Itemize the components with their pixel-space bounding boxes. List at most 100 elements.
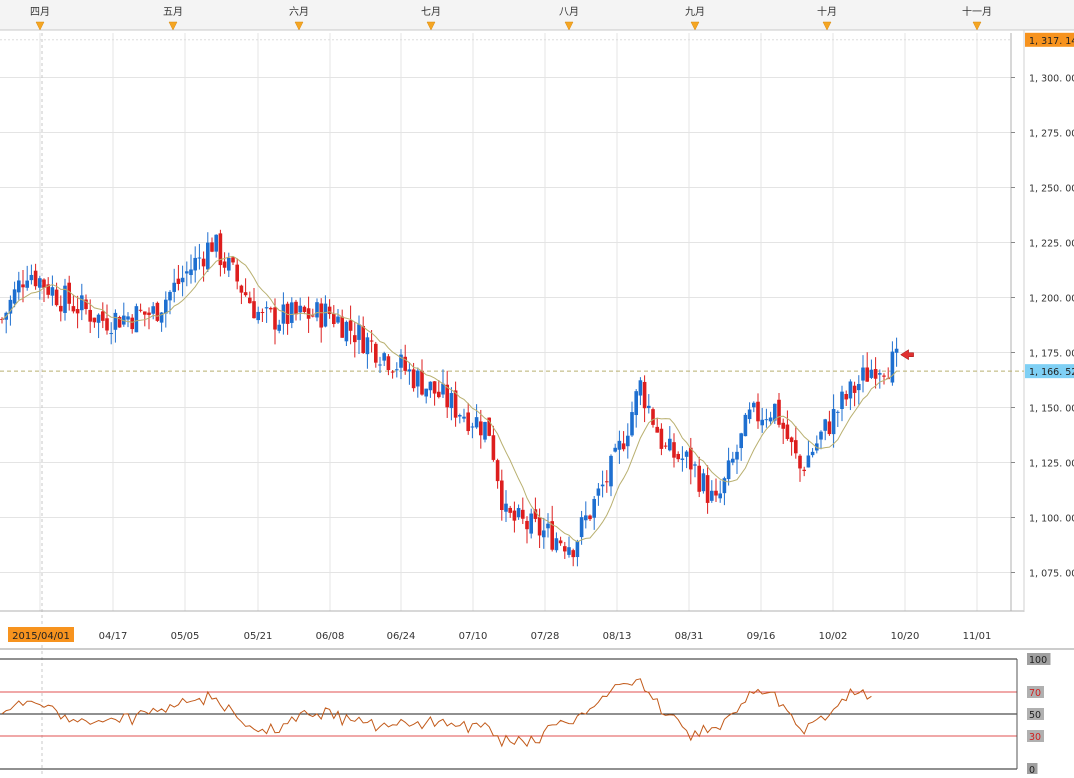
month-marker-icon[interactable]: [168, 21, 178, 31]
candle-body: [453, 390, 458, 418]
candle-body: [836, 411, 840, 413]
candle-body: [67, 282, 71, 304]
candle-body: [781, 422, 785, 429]
month-marker-icon[interactable]: [35, 21, 45, 31]
osc-tick-label: 30: [1029, 732, 1041, 743]
month-label: 五月: [163, 6, 183, 18]
candle-body: [789, 437, 794, 443]
candle-body: [193, 257, 197, 271]
candle-body: [785, 424, 790, 439]
candle-body: [172, 282, 176, 292]
candle-body: [42, 279, 46, 288]
candle-body: [554, 538, 559, 551]
osc-badge: [1027, 708, 1044, 720]
candle-body: [798, 455, 802, 469]
candle-body: [222, 261, 227, 268]
date-label: 10/02: [819, 631, 848, 642]
candle-body: [361, 325, 365, 354]
candle-body: [882, 375, 886, 377]
candle-body: [479, 421, 483, 436]
candle-body: [701, 473, 706, 492]
candle-body: [752, 402, 756, 408]
candle-body: [33, 270, 38, 287]
month-marker-icon[interactable]: [294, 21, 304, 31]
candle-body: [256, 311, 260, 321]
candle-body: [285, 303, 290, 324]
candle-body: [794, 440, 798, 454]
osc-badge: [1027, 730, 1044, 742]
date-label: 08/13: [603, 631, 632, 642]
candles: [0, 229, 899, 567]
month-label: 四月: [30, 6, 50, 18]
candle-body: [600, 484, 605, 487]
candle-body: [365, 337, 370, 355]
month-marker-icon[interactable]: [426, 21, 436, 31]
candle-body: [626, 435, 630, 447]
date-label: 10/20: [891, 631, 920, 642]
candle-body: [38, 278, 42, 288]
candle-body: [588, 515, 592, 520]
candle-body: [873, 369, 878, 379]
candle-body: [609, 455, 613, 487]
candle-body: [126, 316, 130, 320]
candle-body: [500, 480, 504, 510]
candle-body: [210, 242, 214, 252]
candle-body: [613, 447, 617, 452]
osc-tick-label: 0: [1029, 765, 1035, 774]
candle-body: [495, 460, 500, 482]
candle-body: [621, 443, 626, 450]
candle-body: [248, 297, 252, 304]
candle-body: [84, 299, 88, 310]
candle-body: [470, 426, 475, 428]
candle-body: [176, 278, 181, 285]
candle-body: [386, 356, 391, 371]
candle-body: [445, 384, 449, 408]
candle-body: [558, 540, 563, 544]
candle-body: [378, 364, 382, 366]
candle-body: [101, 311, 105, 321]
candle-body: [281, 304, 286, 324]
candle-body: [504, 503, 508, 512]
month-marker-icon[interactable]: [564, 21, 574, 31]
candle-body: [231, 257, 235, 263]
candle-body: [134, 306, 139, 333]
date-label: 2015/04/01: [12, 631, 70, 642]
month-marker-icon[interactable]: [690, 21, 700, 31]
candle-body: [92, 317, 97, 323]
date-label: 04/17: [99, 631, 128, 642]
candle-body: [831, 409, 836, 435]
candle-body: [348, 320, 353, 331]
candle-body: [689, 447, 693, 470]
osc-badge: [1027, 653, 1051, 665]
candle-body: [521, 509, 525, 519]
candle-body: [739, 433, 743, 449]
candle-body: [21, 284, 25, 288]
month-label: 十一月: [962, 5, 992, 18]
month-marker-icon[interactable]: [972, 21, 982, 31]
price-tick-label: 1, 125. 00: [1029, 459, 1074, 470]
candle-body: [201, 258, 206, 267]
candle-body: [710, 490, 714, 501]
candle-body: [823, 419, 827, 431]
candle-body: [185, 271, 189, 274]
candle-body: [844, 394, 848, 400]
month-label: 九月: [685, 6, 705, 18]
candle-body: [579, 517, 584, 538]
price-tick-label: 1, 100. 00: [1029, 514, 1074, 525]
candle-body: [63, 285, 67, 313]
candle-body: [147, 312, 151, 315]
candle-body: [764, 419, 769, 421]
candle-body: [550, 521, 554, 550]
candle-body: [357, 324, 361, 340]
candle-body: [59, 305, 63, 312]
candle-body: [705, 475, 710, 503]
price-tick-label: 1, 200. 00: [1029, 294, 1074, 305]
candle-body: [17, 280, 21, 293]
candle-body: [403, 356, 407, 371]
month-marker-icon[interactable]: [822, 21, 832, 31]
candle-body: [642, 381, 647, 409]
candle-body: [722, 478, 727, 494]
